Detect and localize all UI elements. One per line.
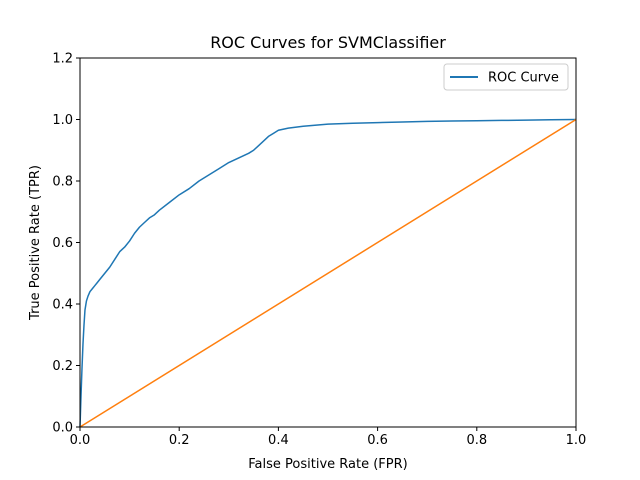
x-axis-label: False Positive Rate (FPR)	[248, 457, 407, 472]
series-line-diagonal	[79, 118, 577, 428]
x-tick-label: 0.6	[367, 433, 388, 448]
x-tick-label: 1.0	[566, 433, 587, 448]
legend-label-roc-curve: ROC Curve	[488, 71, 559, 86]
y-tick-label: 0.8	[52, 175, 73, 190]
y-tick-label: 1.0	[52, 113, 73, 128]
y-tick-label: 0.2	[52, 359, 73, 374]
legend: ROC Curve	[443, 63, 569, 91]
y-axis-label: True Positive Rate (TPR)	[28, 165, 43, 321]
legend-box	[443, 63, 569, 91]
series-line-roc-curve	[79, 118, 577, 428]
y-tick-label: 0.4	[52, 298, 73, 313]
y-tick-label: 1.2	[52, 52, 73, 67]
y-tick-label: 0.6	[52, 236, 73, 251]
series-layer	[79, 118, 577, 428]
chart-title: ROC Curves for SVMClassifier	[210, 33, 446, 52]
x-tick-label: 0.4	[268, 433, 289, 448]
x-tick-label: 0.2	[169, 433, 190, 448]
y-axis-ticks: 0.0 0.2 0.4 0.6 0.8 1.0 1.2	[52, 52, 80, 436]
x-tick-label: 0.8	[466, 433, 487, 448]
y-tick-label: 0.0	[52, 421, 73, 436]
x-axis-ticks: 0.0 0.2 0.4 0.6 0.8 1.0	[70, 427, 587, 448]
x-tick-label: 0.0	[70, 433, 91, 448]
